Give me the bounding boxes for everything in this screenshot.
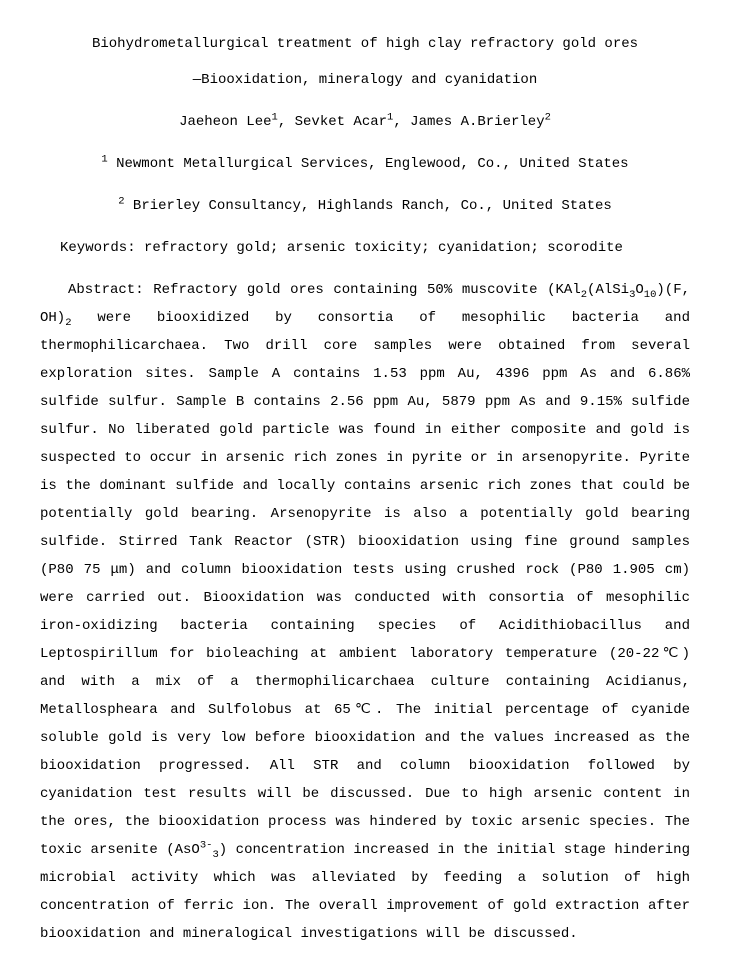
abstract-text-5: were biooxidized by consortia of mesophi… (40, 310, 690, 858)
affiliation-1-text: Newmont Metallurgical Services, Englewoo… (108, 156, 629, 172)
author-1: Jaeheon Lee (179, 114, 271, 130)
affiliation-2-text: Brierley Consultancy, Highlands Ranch, C… (125, 198, 612, 214)
abstract-body: Abstract: Refractory gold ores containin… (40, 276, 690, 948)
abstract-label: Abstract: (68, 282, 153, 298)
affiliation-1: 1 Newmont Metallurgical Services, Englew… (40, 150, 690, 178)
abstract-text-1: Refractory gold ores containing 50% musc… (153, 282, 580, 298)
affiliation-2: 2 Brierley Consultancy, Highlands Ranch,… (40, 192, 690, 220)
author-2: Sevket Acar (295, 114, 387, 130)
author-1-sup: 1 (272, 111, 278, 123)
title-line-2: —Biooxidation, mineralogy and cyanidatio… (40, 66, 690, 94)
keywords-line: Keywords: refractory gold; arsenic toxic… (40, 234, 690, 262)
author-2-sup: 1 (387, 111, 393, 123)
formula-sup-1: 3- (200, 839, 213, 851)
formula-sub-3: 10 (644, 289, 657, 301)
author-3-sup: 2 (545, 111, 551, 123)
author-line: Jaeheon Lee1, Sevket Acar1, James A.Brie… (40, 108, 690, 136)
title-line-1: Biohydrometallurgical treatment of high … (40, 30, 690, 58)
abstract-text-2: (AlSi (587, 282, 629, 298)
author-3: James A.Brierley (410, 114, 544, 130)
abstract-text-3: O (635, 282, 643, 298)
